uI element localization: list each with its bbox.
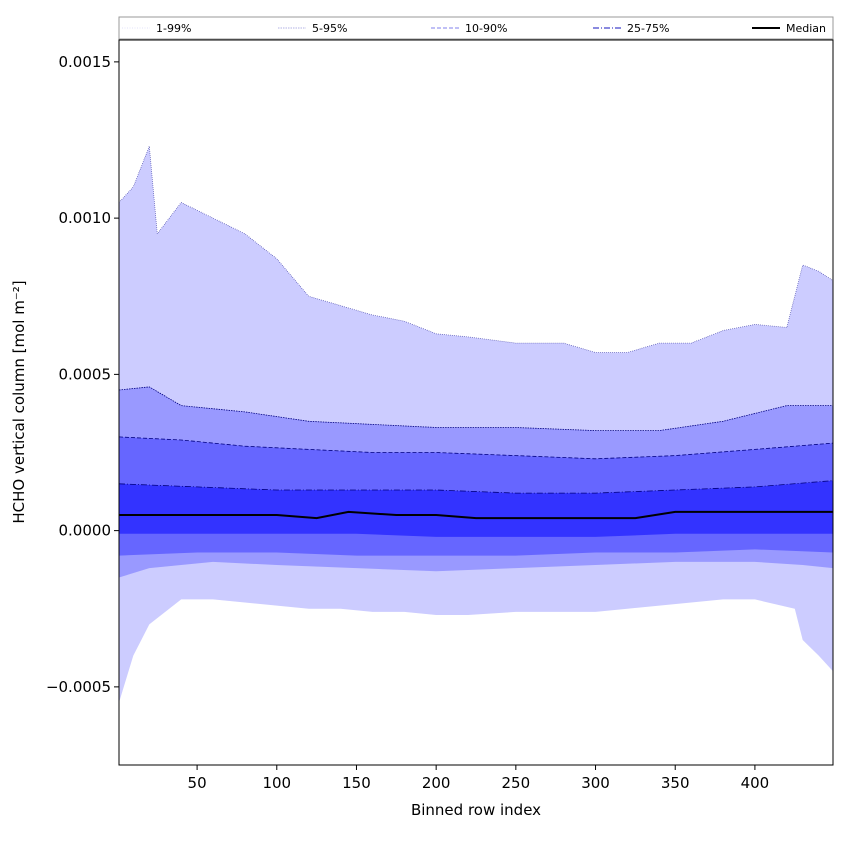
median-line <box>119 510 833 520</box>
median-series <box>119 510 833 520</box>
band-edge-lines <box>118 146 834 494</box>
x-tick-label: 250 <box>502 774 531 792</box>
legend-label: 25-75% <box>627 22 669 35</box>
y-tick-label: 0.0000 <box>59 522 112 540</box>
percentile-bands <box>119 146 833 703</box>
legend-box <box>118 16 834 40</box>
x-tick-label: 200 <box>422 774 451 792</box>
y-axis-label: HCHO vertical column [mol m⁻²] <box>10 280 28 523</box>
y-tick-label: 0.0010 <box>59 209 112 227</box>
legend-label: 5-95% <box>312 22 347 35</box>
plot-frame <box>118 39 834 766</box>
x-axis-label: Binned row index <box>411 801 541 819</box>
x-axis: 50 100 150 200 250 300 350 400 <box>188 765 770 792</box>
band-upper-edge-5-95pct <box>118 386 833 431</box>
x-tick-label: 350 <box>661 774 690 792</box>
y-tick-label: 0.0015 <box>59 53 112 71</box>
y-tick-label: 0.0005 <box>59 365 112 383</box>
x-tick-label: 100 <box>262 774 291 792</box>
x-tick-label: 400 <box>741 774 770 792</box>
legend-label: 1-99% <box>156 22 191 35</box>
y-tick-label: −0.0005 <box>46 678 111 696</box>
x-tick-label: 50 <box>188 774 207 792</box>
legend-label: 10-90% <box>465 22 507 35</box>
band-upper-edge-25-75pct <box>118 480 834 494</box>
x-tick-label: 150 <box>342 774 371 792</box>
legend-label: Median <box>786 22 826 35</box>
x-tick-label: 300 <box>581 774 610 792</box>
legend: 1-99% 5-95% 10-90% 25-75% Median <box>118 16 834 40</box>
y-axis: −0.0005 0.0000 0.0005 0.0010 0.0015 <box>46 53 119 696</box>
band-25-75pct <box>119 480 833 537</box>
band-upper-edge-10-90pct <box>118 436 834 460</box>
